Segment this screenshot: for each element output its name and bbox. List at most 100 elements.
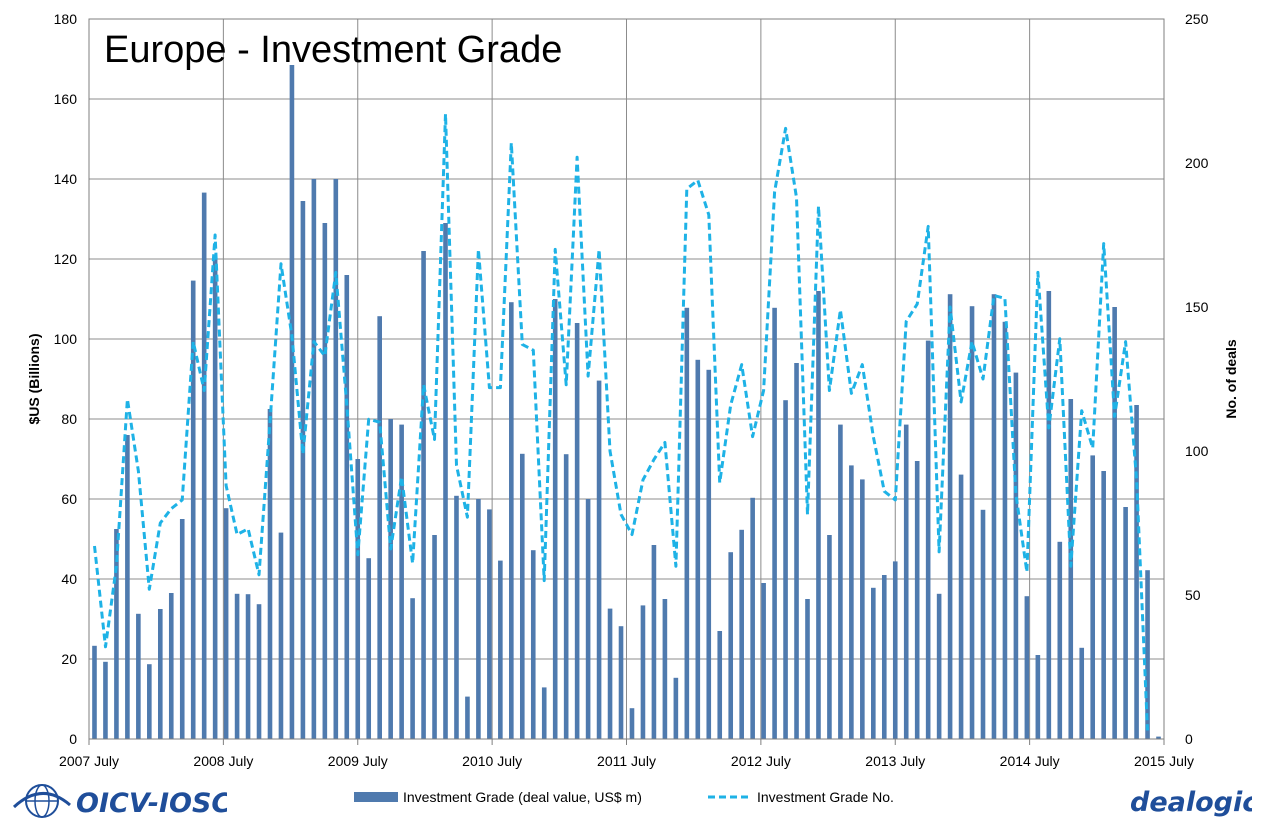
bar: [1079, 647, 1085, 739]
y-axis-ticks: 0 20 40 60 80 100 120 140 160 180: [54, 11, 78, 747]
y2-tick-label: 100: [1185, 443, 1209, 459]
y-tick-label: 120: [54, 251, 78, 267]
y-tick-label: 80: [61, 411, 77, 427]
bar: [322, 223, 328, 739]
bar: [179, 519, 185, 739]
bar: [234, 593, 240, 739]
bar: [969, 306, 975, 739]
bar: [278, 532, 284, 739]
bar: [903, 424, 909, 739]
bar: [487, 509, 492, 739]
bar: [1156, 736, 1161, 739]
bar: [958, 474, 964, 739]
bar: [684, 307, 690, 739]
chart-title: Europe - Investment Grade: [104, 29, 562, 71]
bar: [344, 275, 350, 739]
x-tick-label: 2008 July: [193, 753, 253, 769]
y2-tick-label: 50: [1185, 587, 1201, 603]
y-tick-label: 140: [54, 171, 78, 187]
bar: [519, 453, 525, 739]
bar: [530, 550, 536, 739]
bar: [739, 529, 744, 739]
bar: [136, 613, 141, 739]
bar: [991, 294, 997, 739]
bar: [114, 529, 119, 739]
bar: [585, 499, 591, 739]
y2-tick-label: 150: [1185, 299, 1209, 315]
bar: [432, 535, 437, 739]
bar: [454, 495, 459, 739]
bar: [147, 664, 152, 739]
y-tick-label: 160: [54, 91, 78, 107]
bar: [1112, 307, 1117, 739]
iosco-logo-text: OICV-IOSCO: [76, 788, 227, 819]
bar: [914, 461, 920, 739]
bar: [1090, 455, 1096, 739]
bar: [761, 583, 766, 739]
bar: [750, 497, 755, 739]
bar: [190, 280, 196, 739]
dealogic-logo: dealogic: [1130, 787, 1252, 818]
bar: [827, 535, 832, 739]
bar: [333, 179, 339, 739]
bar: [947, 294, 953, 739]
x-tick-label: 2010 July: [462, 753, 522, 769]
bar: [629, 708, 635, 739]
y2-axis-ticks: 0 50 100 150 200 250: [1185, 11, 1209, 747]
bar: [476, 499, 481, 739]
bar: [563, 454, 569, 739]
bar: [311, 179, 317, 739]
bar: [1145, 570, 1150, 739]
bar: [465, 696, 470, 739]
bar: [607, 608, 613, 739]
bar: [936, 593, 942, 739]
bar: [300, 201, 306, 739]
y2-axis-title: No. of deals: [1223, 339, 1239, 419]
bar: [410, 598, 415, 739]
bar: [223, 508, 229, 739]
legend-swatch-bar: [354, 792, 398, 802]
x-tick-label: 2014 July: [1000, 753, 1060, 769]
bar: [267, 409, 273, 739]
bar: [706, 369, 712, 739]
bar: [289, 65, 295, 739]
bar: [541, 687, 547, 739]
bar: [388, 419, 393, 739]
bar: [717, 631, 723, 739]
bar: [1101, 471, 1106, 739]
bar: [212, 259, 218, 739]
x-tick-label: 2013 July: [865, 753, 925, 769]
bar: [640, 605, 646, 739]
y-tick-label: 0: [69, 731, 77, 747]
y-tick-label: 20: [61, 651, 77, 667]
deal-count-line: [93, 112, 1149, 731]
bar-series: [92, 65, 1161, 740]
bar: [794, 363, 799, 739]
bar: [728, 552, 734, 739]
bar: [805, 599, 810, 739]
bar: [892, 561, 898, 739]
bar: [498, 560, 503, 739]
y2-tick-label: 200: [1185, 155, 1209, 171]
y2-tick-label: 0: [1185, 731, 1193, 747]
bar: [1046, 291, 1052, 739]
bar: [772, 307, 777, 739]
bar: [1002, 321, 1008, 739]
line-series: [93, 112, 1149, 731]
bar: [860, 479, 865, 739]
legend: Investment Grade (deal value, US$ m) Inv…: [354, 789, 894, 805]
legend-label-line: Investment Grade No.: [757, 789, 894, 805]
y-tick-label: 100: [54, 331, 78, 347]
x-tick-label: 2012 July: [731, 753, 791, 769]
bar: [816, 291, 821, 739]
legend-label-bar: Investment Grade (deal value, US$ m): [403, 789, 642, 805]
bar: [92, 645, 97, 739]
bar: [881, 575, 887, 739]
bar: [125, 435, 130, 739]
iosco-logo: OICV-IOSCO: [12, 784, 227, 819]
y-tick-label: 60: [61, 491, 77, 507]
bar: [355, 459, 361, 739]
bar: [651, 545, 657, 739]
x-tick-label: 2011 July: [597, 753, 656, 769]
